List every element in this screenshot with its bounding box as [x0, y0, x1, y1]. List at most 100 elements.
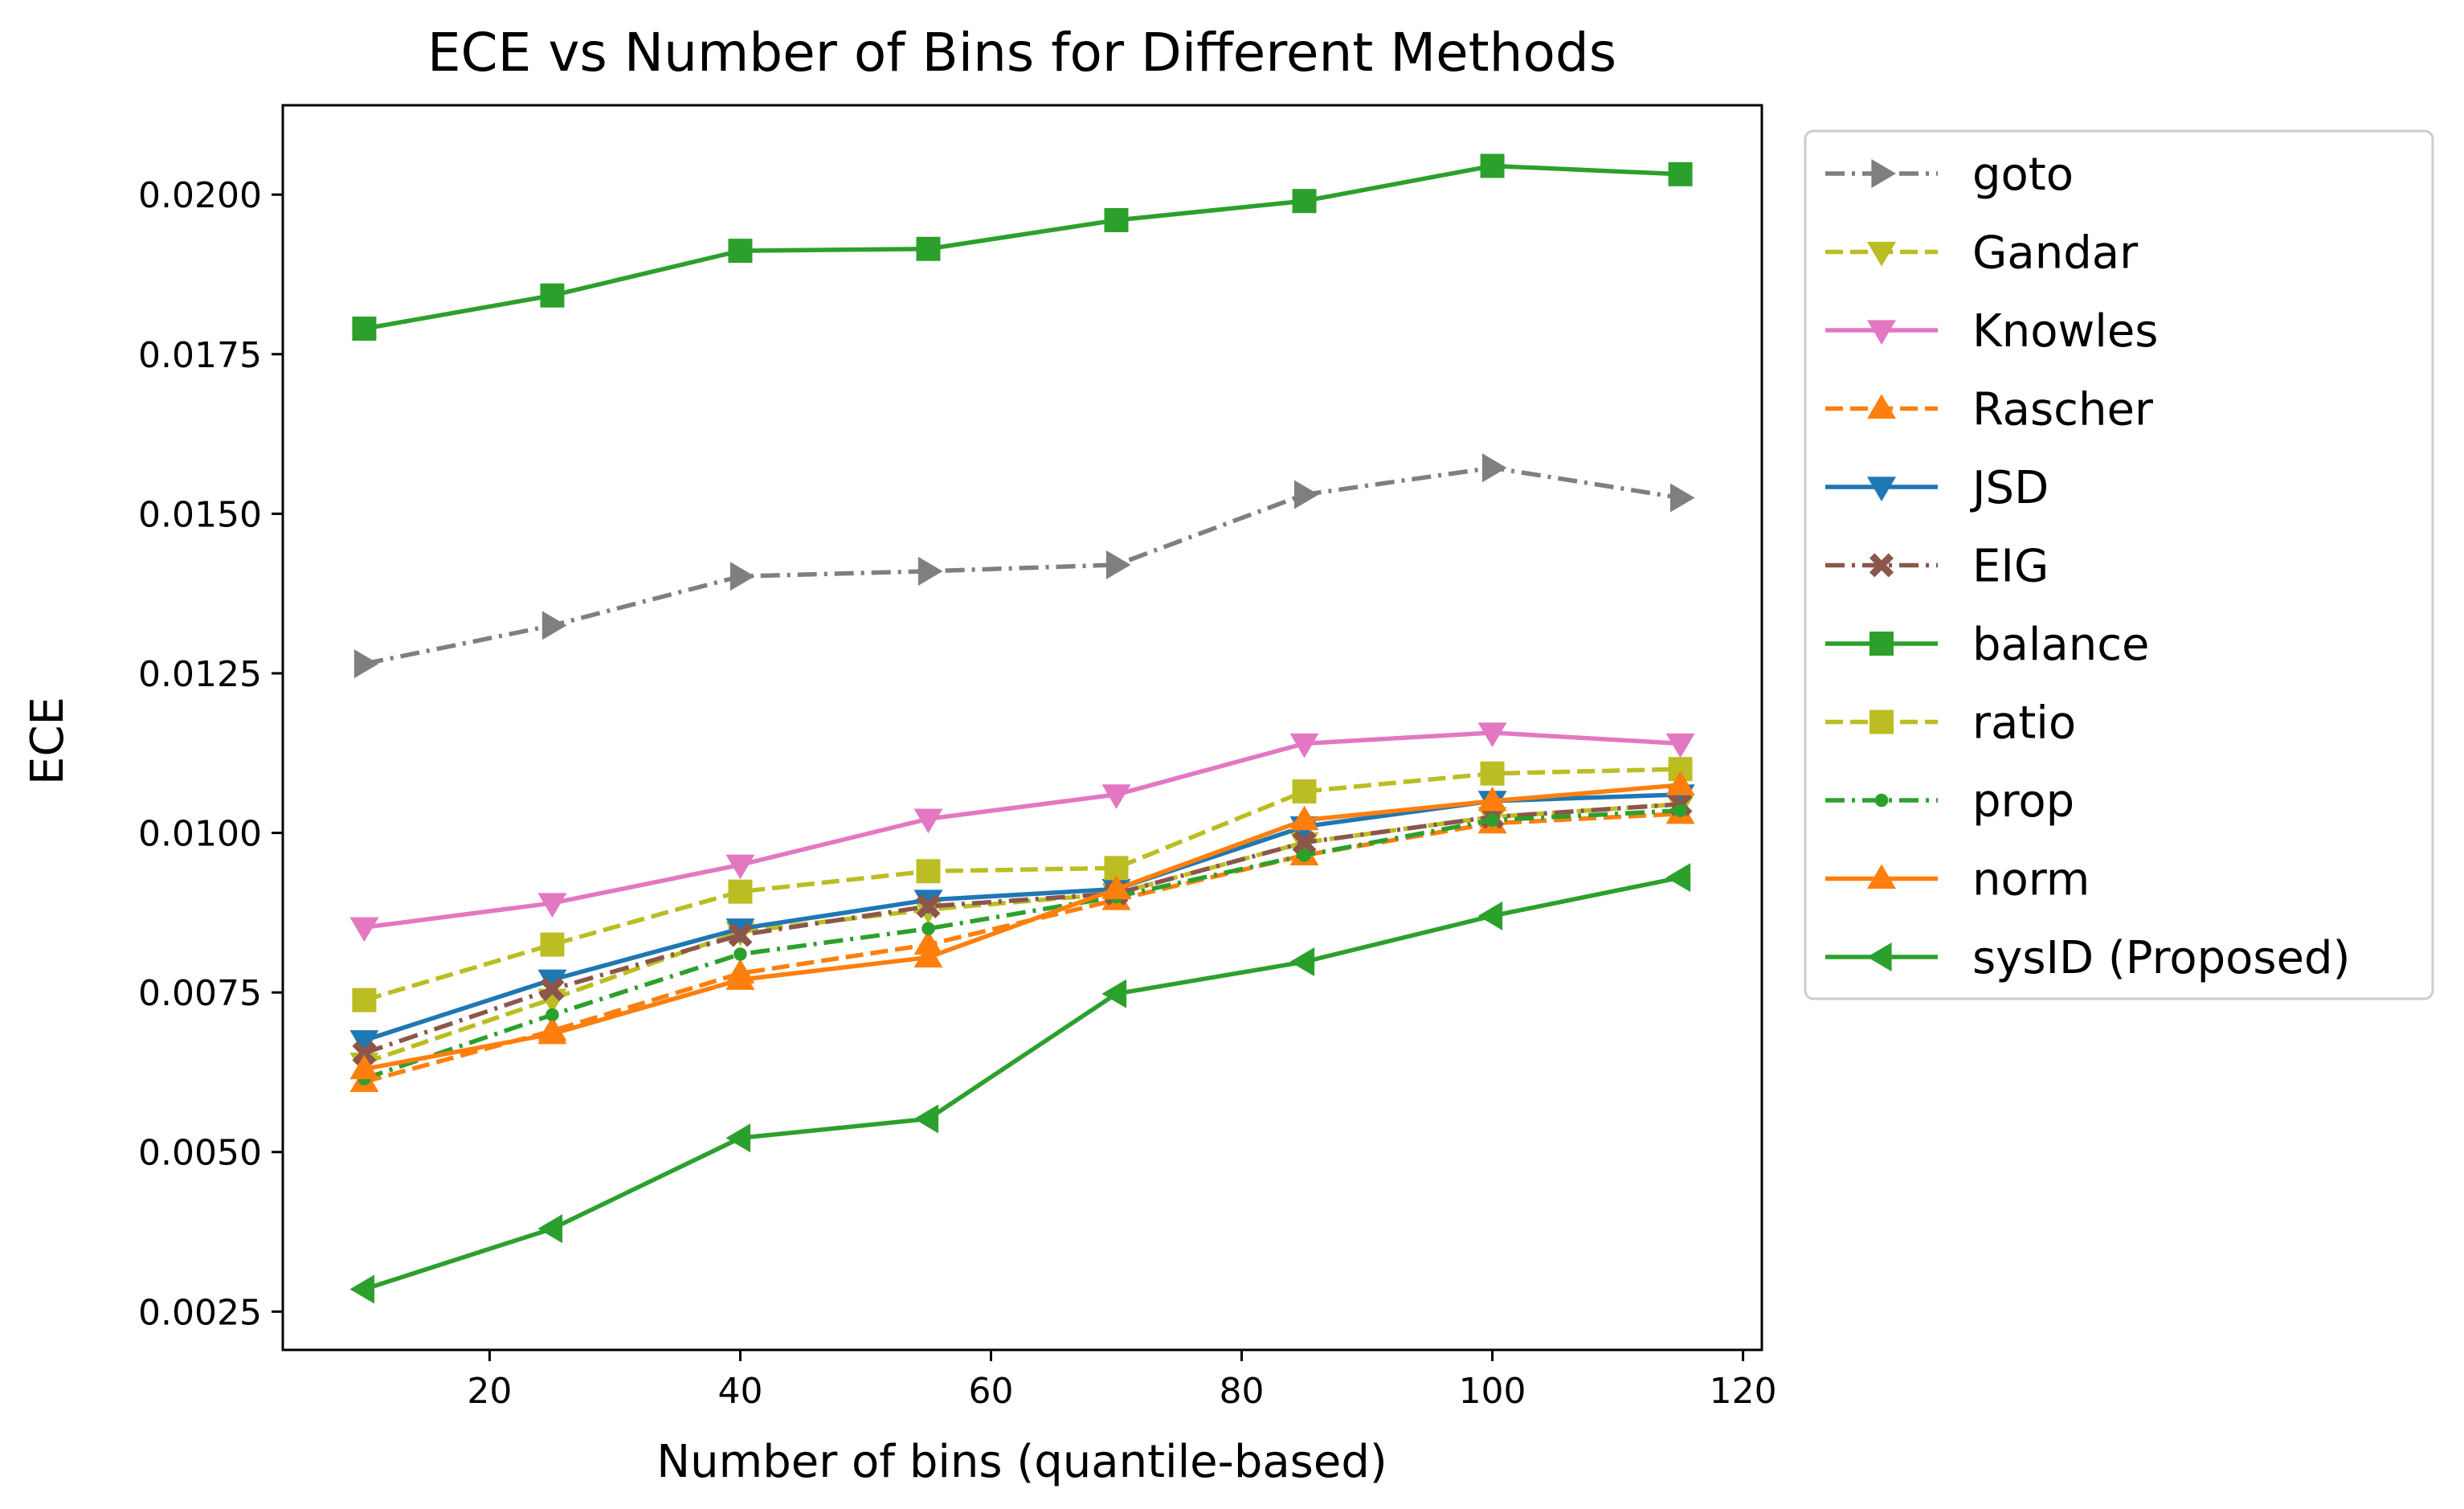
- legend-marker: [1867, 394, 1896, 419]
- data-point: [349, 917, 379, 943]
- x-axis-label: Number of bins (quantile-based): [656, 1436, 1387, 1488]
- data-point: [1668, 162, 1693, 186]
- y-axis: 0.0025 0.0050 0.0075 0.0100 0.0125 0.0150 0.01…: [138, 175, 283, 1333]
- data-point: [1293, 480, 1319, 509]
- legend-marker: [1869, 553, 1894, 578]
- series-line: [363, 802, 1681, 1056]
- data-point: [1481, 453, 1507, 483]
- legend-marker: [1867, 864, 1896, 889]
- axes-frame: [281, 104, 1763, 1352]
- data-point: [1101, 784, 1131, 809]
- data-point: [1289, 733, 1319, 759]
- legend-label: prop: [1972, 775, 2074, 828]
- data-point: [913, 1104, 939, 1134]
- data-point: [1297, 849, 1311, 862]
- data-point: [728, 879, 753, 904]
- data-point: [1477, 901, 1503, 930]
- y-tick-label: 0.0200: [138, 175, 262, 216]
- x-tick-label: 120: [1710, 1371, 1777, 1412]
- data-point: [537, 1214, 563, 1244]
- legend-label: sysID (Proposed): [1972, 932, 2350, 984]
- legend-label: EIG: [1972, 541, 2049, 593]
- legend-label: Rascher: [1972, 384, 2154, 436]
- y-tick-label: 0.0075: [138, 973, 262, 1014]
- data-point: [349, 1274, 375, 1304]
- data-point: [1101, 979, 1127, 1008]
- data-point: [728, 239, 753, 264]
- series-balance: [352, 153, 1693, 341]
- data-point: [541, 611, 567, 640]
- data-point: [916, 894, 941, 918]
- legend-marker: [1867, 241, 1896, 267]
- y-tick-label: 0.0100: [138, 814, 262, 855]
- data-point: [916, 859, 941, 884]
- data-point: [1673, 804, 1687, 818]
- data-point: [1101, 874, 1131, 900]
- legend-marker: [1869, 632, 1894, 656]
- legend-label: ratio: [1972, 697, 2076, 750]
- y-tick-label: 0.0150: [138, 494, 262, 535]
- x-tick-label: 80: [1220, 1371, 1265, 1412]
- data-point: [1480, 153, 1505, 178]
- data-point: [1665, 863, 1691, 893]
- x-axis: 20 40 60 80 100 120: [467, 1350, 1777, 1412]
- y-tick-label: 0.0050: [138, 1133, 262, 1174]
- data-point: [537, 893, 567, 918]
- data-point: [1105, 550, 1131, 579]
- series-eig: [352, 791, 1693, 1065]
- chart-title: ECE vs Number of Bins for Different Meth…: [427, 22, 1616, 84]
- series-knowles: [349, 722, 1695, 943]
- legend-label: balance: [1972, 619, 2149, 671]
- data-point: [913, 943, 943, 968]
- y-tick-label: 0.0175: [138, 335, 262, 376]
- data-point: [917, 556, 943, 586]
- x-tick-label: 100: [1459, 1371, 1526, 1412]
- legend-marker: [1874, 793, 1889, 808]
- series-ratio: [352, 757, 1693, 1012]
- data-point: [352, 1041, 377, 1065]
- legend-marker: [1867, 943, 1892, 971]
- data-point: [1292, 779, 1317, 804]
- data-point: [729, 562, 755, 591]
- legend-marker: [1867, 320, 1896, 345]
- legend-label: Knowles: [1972, 305, 2158, 358]
- legend-box: [1804, 129, 2434, 1000]
- series-line: [363, 875, 1681, 1292]
- data-point: [349, 1054, 379, 1080]
- plot-area: [349, 153, 1695, 1304]
- data-point: [916, 236, 941, 261]
- legend-label: norm: [1972, 854, 2090, 906]
- data-point: [537, 1019, 567, 1045]
- data-point: [921, 922, 935, 935]
- data-point: [352, 317, 377, 341]
- data-point: [913, 808, 943, 834]
- data-point: [1485, 813, 1499, 827]
- series-line: [363, 783, 1681, 1072]
- series-sysid-proposed: [349, 863, 1691, 1304]
- data-point: [540, 283, 565, 308]
- x-tick-label: 20: [467, 1371, 512, 1412]
- legend-marker: [1869, 710, 1894, 734]
- data-point: [353, 649, 379, 679]
- data-point: [725, 854, 755, 880]
- data-point: [1292, 830, 1317, 855]
- data-point: [540, 932, 565, 957]
- y-tick-label: 0.0125: [138, 654, 262, 695]
- series-line: [363, 465, 1681, 666]
- data-point: [537, 969, 567, 995]
- data-point: [352, 988, 377, 1012]
- data-point: [725, 1123, 751, 1153]
- legend-label: goto: [1972, 149, 2074, 201]
- data-point: [1289, 805, 1319, 831]
- series-line: [363, 767, 1681, 1003]
- data-point: [1104, 207, 1129, 232]
- data-point: [1289, 947, 1315, 977]
- legend-marker: [1871, 159, 1896, 188]
- data-point: [1292, 189, 1317, 214]
- data-point: [725, 965, 755, 990]
- series-line: [363, 808, 1681, 1082]
- data-point: [913, 930, 943, 955]
- data-point: [733, 947, 747, 961]
- legend-marker: [1867, 476, 1896, 501]
